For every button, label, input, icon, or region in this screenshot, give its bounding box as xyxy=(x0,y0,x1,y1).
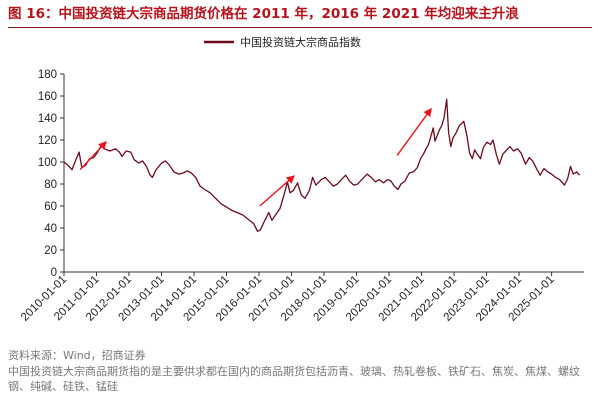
y-tick-label: 60 xyxy=(44,201,57,213)
y-tick-label: 20 xyxy=(44,245,57,257)
y-tick-label: 140 xyxy=(38,113,57,125)
definition-note: 中国投资链大宗商品期货指的是主要供求都在国内的商品期货包括沥青、玻璃、热轧卷板、… xyxy=(8,365,580,393)
y-tick-label: 40 xyxy=(44,223,57,235)
trend-arrows xyxy=(79,107,432,207)
title-divider xyxy=(8,27,592,28)
legend: 中国投资链大宗商品指数 xyxy=(204,35,361,49)
y-tick-label: 0 xyxy=(51,267,57,279)
figure-title: 图 16：中国投资链大宗商品期货价格在 2011 年，2016 年 2021 年… xyxy=(8,6,519,22)
y-axis-ticks: 0 20 40 60 80 100 120 140 160 180 xyxy=(38,69,64,279)
y-tick-label: 120 xyxy=(38,135,57,147)
legend-label: 中国投资链大宗商品指数 xyxy=(240,35,361,49)
x-axis-ticks: 2010-01-012011-01-012012-01-012013-01-01… xyxy=(19,272,557,324)
trend-arrow xyxy=(396,107,432,156)
trend-arrow xyxy=(79,140,107,171)
trend-arrow xyxy=(259,175,295,207)
y-tick-label: 100 xyxy=(38,157,57,169)
y-tick-label: 180 xyxy=(38,69,57,81)
series-line-commodity-index xyxy=(63,98,580,232)
y-tick-label: 160 xyxy=(38,91,57,103)
source-note: 资料来源：Wind，招商证券 xyxy=(8,349,146,362)
y-tick-label: 80 xyxy=(44,179,57,191)
